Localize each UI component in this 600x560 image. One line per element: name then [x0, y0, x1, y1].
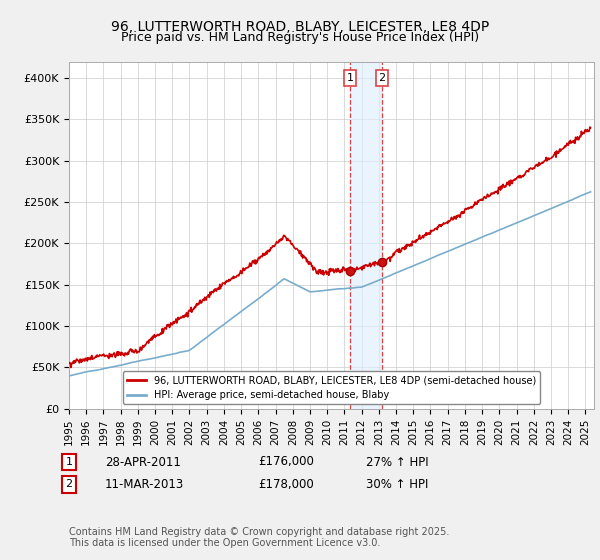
Legend: 96, LUTTERWORTH ROAD, BLABY, LEICESTER, LE8 4DP (semi-detached house), HPI: Aver: 96, LUTTERWORTH ROAD, BLABY, LEICESTER, …: [123, 371, 540, 404]
Text: £176,000: £176,000: [258, 455, 314, 469]
Text: 11-MAR-2013: 11-MAR-2013: [105, 478, 184, 491]
Text: 1: 1: [346, 73, 353, 83]
Text: 1: 1: [65, 457, 73, 467]
Text: Contains HM Land Registry data © Crown copyright and database right 2025.
This d: Contains HM Land Registry data © Crown c…: [69, 527, 449, 548]
Text: 2: 2: [379, 73, 386, 83]
Text: 30% ↑ HPI: 30% ↑ HPI: [366, 478, 428, 491]
Text: 96, LUTTERWORTH ROAD, BLABY, LEICESTER, LE8 4DP: 96, LUTTERWORTH ROAD, BLABY, LEICESTER, …: [111, 20, 489, 34]
Text: 2: 2: [65, 479, 73, 489]
Text: 27% ↑ HPI: 27% ↑ HPI: [366, 455, 428, 469]
Text: £178,000: £178,000: [258, 478, 314, 491]
Text: 28-APR-2011: 28-APR-2011: [105, 455, 181, 469]
Text: Price paid vs. HM Land Registry's House Price Index (HPI): Price paid vs. HM Land Registry's House …: [121, 31, 479, 44]
Bar: [350, 62, 382, 409]
